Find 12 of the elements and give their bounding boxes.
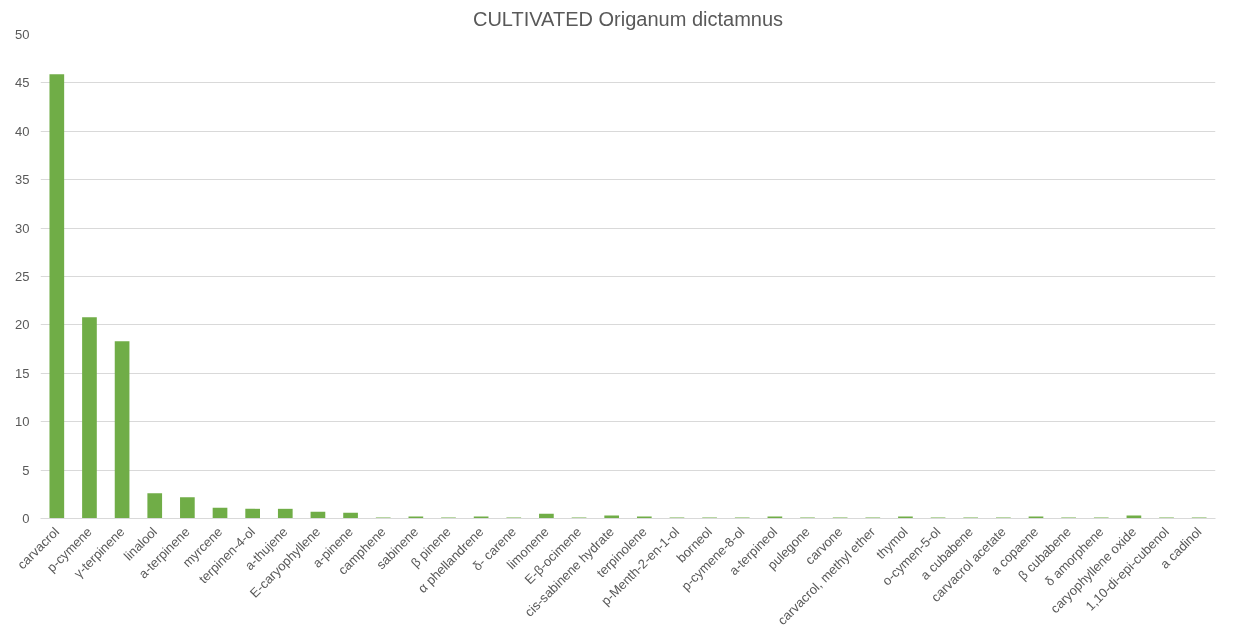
y-tick-label: 30 xyxy=(15,220,30,236)
y-tick-label: 40 xyxy=(15,123,30,139)
y-tick-label: 45 xyxy=(15,75,30,91)
y-tick-label: 0 xyxy=(22,511,30,526)
y-tick-label: 35 xyxy=(15,172,30,188)
y-tick-label: 50 xyxy=(15,27,30,42)
y-tick-label: 20 xyxy=(15,317,30,333)
y-tick-label: 25 xyxy=(15,269,30,284)
chart-title: CULTIVATED Origanum dictamnus xyxy=(472,7,784,30)
y-tick-label: 10 xyxy=(15,414,30,430)
y-tick-label: 5 xyxy=(22,462,30,478)
y-tick-label: 15 xyxy=(15,365,30,381)
